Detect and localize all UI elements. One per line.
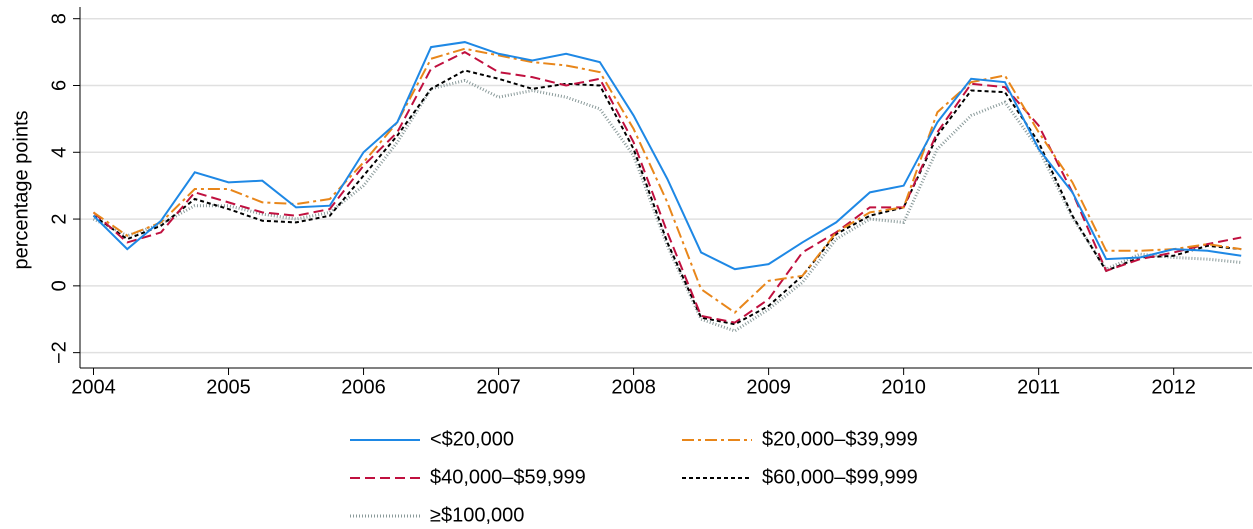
series-line xyxy=(92,78,1242,333)
x-tick-label: 2010 xyxy=(881,376,926,398)
legend-label: $40,000–$59,999 xyxy=(430,466,586,488)
y-tick-label: 0 xyxy=(48,280,70,291)
series-line xyxy=(92,41,1242,271)
legend-label: $20,000–$39,999 xyxy=(762,428,918,450)
x-tick-label: 2005 xyxy=(206,376,251,398)
y-tick-label: 6 xyxy=(48,80,70,91)
legend-label: ≥$100,000 xyxy=(430,504,524,526)
series-line xyxy=(92,47,1242,314)
x-tick-label: 2006 xyxy=(341,376,386,398)
x-tick-label: 2007 xyxy=(476,376,521,398)
y-tick-label: 8 xyxy=(48,13,70,24)
legend-label: <$20,000 xyxy=(430,428,514,450)
y-tick-label: 4 xyxy=(48,147,70,158)
x-tick-label: 2004 xyxy=(71,376,116,398)
legend-label: $60,000–$99,999 xyxy=(762,466,918,488)
y-axis-label: percentage points xyxy=(10,110,32,269)
x-tick-label: 2009 xyxy=(746,376,791,398)
series-line xyxy=(92,69,1242,326)
y-tick-label: 2 xyxy=(48,214,70,225)
x-tick-label: 2011 xyxy=(1017,376,1060,398)
x-tick-label: 2012 xyxy=(1151,376,1196,398)
y-tick-label: −2 xyxy=(48,341,70,364)
x-tick-label: 2008 xyxy=(611,376,656,398)
